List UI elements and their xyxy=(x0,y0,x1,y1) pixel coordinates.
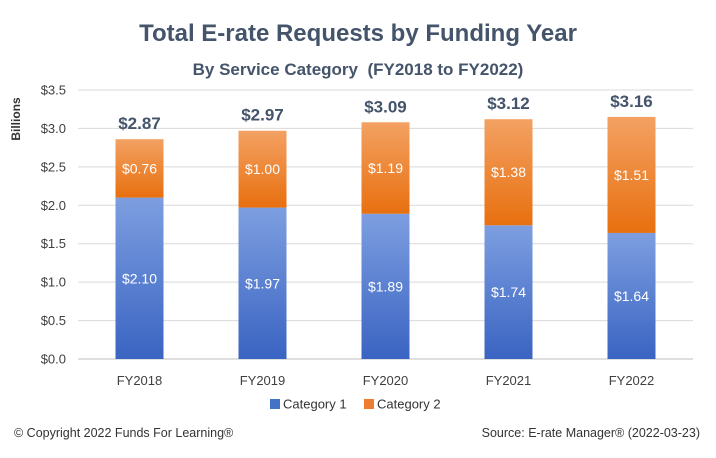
bar-value-label: $1.38 xyxy=(491,164,526,180)
legend-swatch-category-2 xyxy=(364,399,374,409)
legend-swatch-category-1 xyxy=(270,399,280,409)
x-tick-label: FY2018 xyxy=(117,373,163,388)
bar-value-label: $1.64 xyxy=(614,288,649,304)
bar-total-label: $2.97 xyxy=(241,106,284,125)
bar-category-1 xyxy=(607,232,656,359)
y-tick-label: $0.5 xyxy=(41,313,66,328)
bar-category-2 xyxy=(238,130,287,208)
bar-total-label: $2.87 xyxy=(118,114,161,133)
copyright-text: © Copyright 2022 Funds For Learning® xyxy=(14,426,234,440)
bar-total-label: $3.12 xyxy=(487,94,530,113)
source-text: Source: E-rate Manager® (2022-03-23) xyxy=(481,426,700,440)
bar-category-1 xyxy=(361,213,410,359)
y-tick-label: $2.0 xyxy=(41,198,66,213)
bar-value-label: $0.76 xyxy=(122,160,157,176)
x-tick-label: FY2022 xyxy=(609,373,655,388)
x-tick-label: FY2020 xyxy=(363,373,409,388)
bar-category-2 xyxy=(484,119,533,226)
x-tick-label: FY2019 xyxy=(240,373,286,388)
bar-value-label: $1.19 xyxy=(368,160,403,176)
bar-value-label: $1.97 xyxy=(245,275,280,291)
y-tick-label: $3.5 xyxy=(41,83,66,98)
bar-category-1 xyxy=(484,225,533,359)
y-tick-label: $0.0 xyxy=(41,352,66,367)
chart-subtitle: By Service Category (FY2018 to FY2022) xyxy=(193,60,524,79)
bar-value-label: $1.51 xyxy=(614,167,649,183)
bar-category-1 xyxy=(238,207,287,359)
y-tick-label: $2.5 xyxy=(41,159,66,174)
y-tick-label: $1.0 xyxy=(41,275,66,290)
bar-value-label: $1.00 xyxy=(245,161,280,177)
legend-label-category-2: Category 2 xyxy=(377,397,441,412)
bar-value-label: $2.10 xyxy=(122,270,157,286)
legend-label-category-1: Category 1 xyxy=(283,397,347,412)
x-tick-label: FY2021 xyxy=(486,373,532,388)
legend: Category 1 Category 2 xyxy=(270,397,441,412)
bar-category-2 xyxy=(115,139,164,198)
bar-category-2 xyxy=(607,116,656,233)
bar-category-1 xyxy=(115,197,164,359)
y-tick-label: $1.5 xyxy=(41,236,66,251)
bar-value-label: $1.89 xyxy=(368,278,403,294)
y-axis-label: Billions xyxy=(9,97,23,141)
bar-total-label: $3.09 xyxy=(364,97,407,116)
y-tick-label: $3.0 xyxy=(41,121,66,136)
bar-category-2 xyxy=(361,122,410,214)
chart-title: Total E-rate Requests by Funding Year xyxy=(139,20,577,47)
bar-value-label: $1.74 xyxy=(491,284,526,300)
bar-total-label: $3.16 xyxy=(610,92,653,111)
